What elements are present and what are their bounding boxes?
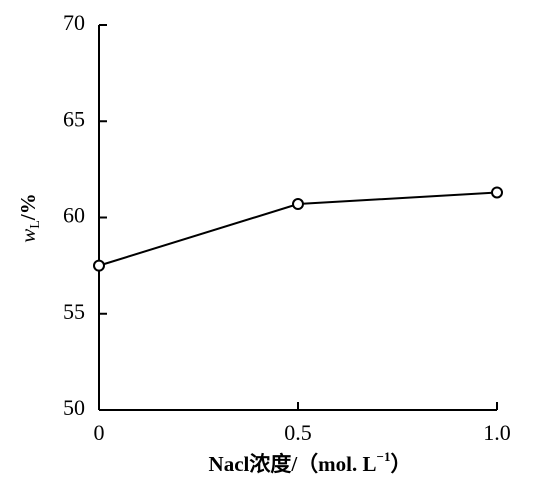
x-label-text: Nacl浓度/（mol. L — [209, 452, 377, 476]
x-tick-label: 0.5 — [284, 420, 312, 445]
data-point — [93, 259, 105, 272]
y-tick-label: 55 — [63, 299, 85, 324]
y-tick-label: 70 — [63, 10, 85, 35]
y-label-symbol: w — [16, 229, 40, 243]
y-tick-label: 65 — [63, 106, 85, 131]
x-axis-label: Nacl浓度/（mol. L−1） — [209, 449, 412, 476]
data-point — [292, 198, 304, 211]
y-tick-label: 60 — [63, 203, 85, 228]
x-tick-label: 1.0 — [483, 420, 511, 445]
x-label-superscript: −1 — [377, 449, 391, 464]
x-tick-label: 0 — [94, 420, 105, 445]
y-axis-label: wL/% — [16, 193, 43, 242]
y-label-unit: /% — [16, 193, 40, 221]
data-point — [491, 186, 503, 199]
x-label-close: ） — [390, 452, 411, 476]
y-label-subscript: L — [28, 220, 43, 229]
y-tick-label: 50 — [63, 395, 85, 420]
